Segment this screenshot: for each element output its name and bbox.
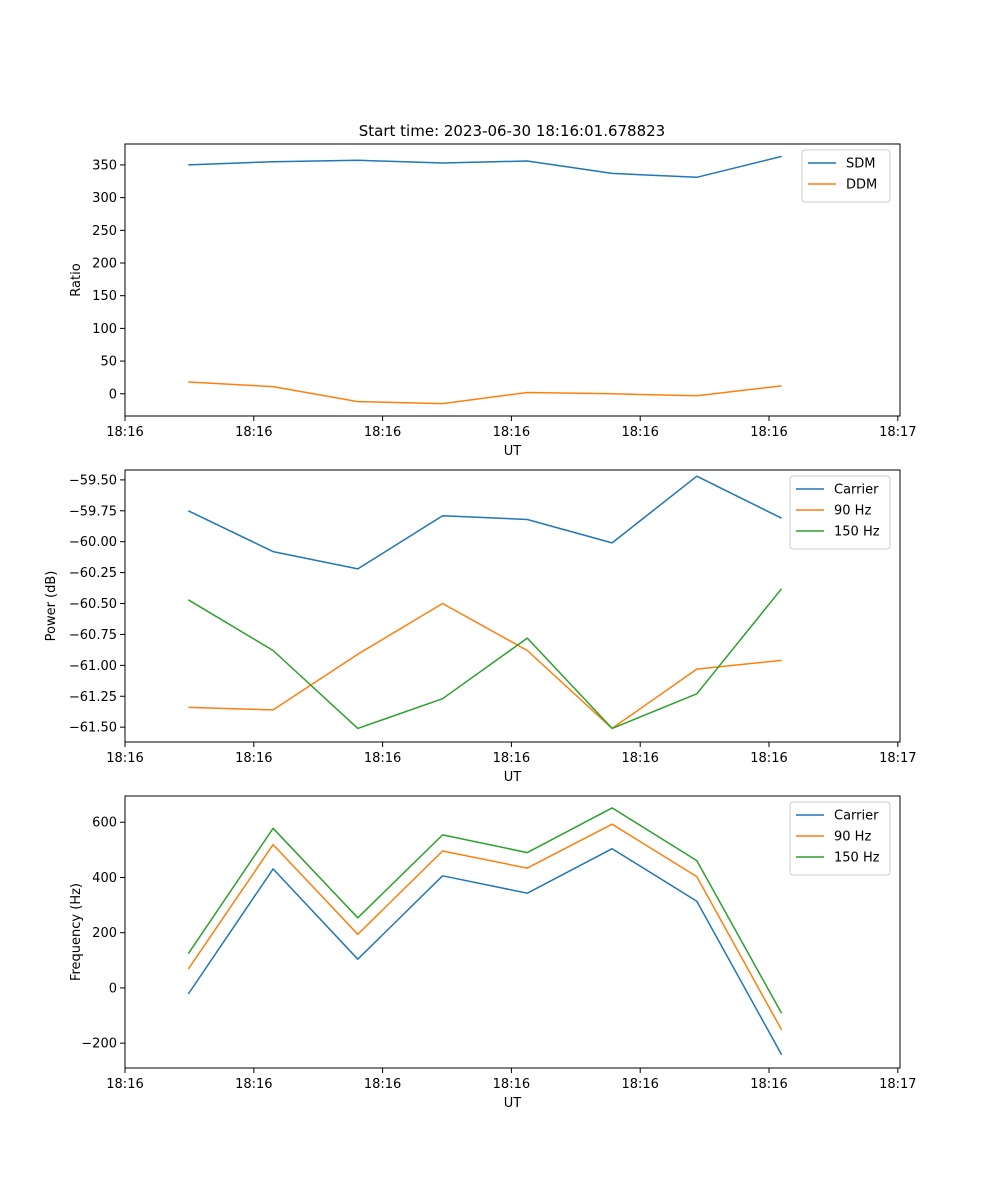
plot-frame [124, 795, 901, 1069]
x-tick-label: 18:16 [750, 751, 787, 766]
x-tick-label: 18:16 [235, 751, 272, 766]
legend-label: 150 Hz [834, 525, 880, 540]
y-tick-label: −61.50 [69, 721, 117, 736]
y-tick-label: −60.50 [69, 597, 117, 612]
legend-label: Carrier [834, 483, 879, 498]
x-axis-label: UT [504, 444, 522, 459]
x-tick-label: 18:16 [235, 425, 272, 440]
y-tick-label: −60.75 [69, 628, 117, 643]
y-tick-label: −60.25 [69, 566, 117, 581]
legend: SDM DDM [801, 149, 891, 203]
x-tick-label: 18:16 [621, 751, 658, 766]
subplots: 18:16 18:16 18:16 18:16 18:16 18:16 18:17 0 50 10… [44, 143, 917, 1111]
y-axis-label: Frequency (Hz) [69, 883, 84, 981]
y-tick-label: 300 [92, 191, 117, 206]
x-tick-label: 18:16 [493, 425, 530, 440]
legend-label: Carrier [834, 809, 879, 824]
legend-label: 150 Hz [834, 851, 880, 866]
series-line-1 [188, 155, 782, 179]
series-line-2 [188, 602, 782, 730]
y-tick-label: 100 [92, 322, 117, 337]
x-tick-label: 18:16 [493, 751, 530, 766]
x-tick-label: 18:16 [106, 425, 143, 440]
y-tick-label: 0 [109, 387, 117, 402]
x-tick-label: 18:16 [106, 1077, 143, 1092]
legend-label: DDM [846, 178, 877, 193]
y-axis-label: Ratio [69, 263, 84, 296]
y-axis-label: Power (dB) [44, 571, 59, 642]
x-axis-label: UT [504, 1096, 522, 1111]
x-tick-label: 18:16 [364, 1077, 401, 1092]
y-tick-label: −61.00 [69, 659, 117, 674]
y-tick-label: 0 [109, 981, 117, 996]
plot-frame [124, 469, 901, 743]
series-line-2 [188, 381, 782, 405]
y-tick-label: 200 [92, 257, 117, 272]
x-tick-label: 18:16 [364, 751, 401, 766]
y-tick-label: −200 [81, 1037, 117, 1052]
series-line-1 [187, 475, 782, 570]
y-tick-label: 50 [100, 355, 117, 370]
legend: Carrier 90 Hz 150 Hz [789, 801, 891, 876]
x-tick-label: 18:16 [235, 1077, 272, 1092]
x-tick-label: 18:16 [493, 1077, 530, 1092]
legend: Carrier 90 Hz 150 Hz [789, 475, 891, 550]
y-tick-label: 400 [92, 871, 117, 886]
y-tick-label: 250 [92, 224, 117, 239]
series-line-3 [187, 588, 783, 730]
plot-frame [124, 143, 901, 417]
series-line-3 [187, 807, 783, 1014]
subplot-2: 18:16 18:16 18:16 18:16 18:16 18:16 18:17 −61.5… [44, 469, 917, 785]
legend-label: 90 Hz [834, 830, 871, 845]
y-tick-label: −61.25 [69, 690, 117, 705]
y-tick-label: 600 [92, 816, 117, 831]
y-tick-label: 200 [92, 926, 117, 941]
legend-label: 90 Hz [834, 504, 871, 519]
y-tick-label: −59.75 [69, 504, 117, 519]
series-line-2 [187, 823, 783, 1031]
x-tick-label: 18:17 [879, 1077, 916, 1092]
x-tick-label: 18:16 [750, 425, 787, 440]
x-tick-label: 18:16 [621, 425, 658, 440]
y-tick-label: −59.50 [69, 473, 117, 488]
series-line-1 [187, 847, 783, 1056]
legend-label: SDM [846, 157, 875, 172]
x-axis-label: UT [504, 770, 522, 785]
x-tick-label: 18:16 [364, 425, 401, 440]
x-tick-label: 18:16 [750, 1077, 787, 1092]
subplot-3: 18:16 18:16 18:16 18:16 18:16 18:16 18:17 −200 0… [69, 795, 917, 1111]
chart-title: Start time: 2023-06-30 18:16:01.678823 [359, 122, 665, 140]
y-tick-label: −60.00 [69, 535, 117, 550]
x-tick-label: 18:16 [621, 1077, 658, 1092]
y-tick-label: 150 [92, 289, 117, 304]
x-tick-label: 18:16 [106, 751, 143, 766]
y-tick-label: 350 [92, 158, 117, 173]
x-tick-label: 18:17 [879, 751, 916, 766]
x-tick-label: 18:17 [879, 425, 916, 440]
subplot-1: 18:16 18:16 18:16 18:16 18:16 18:16 18:17 0 50 10… [69, 143, 917, 459]
